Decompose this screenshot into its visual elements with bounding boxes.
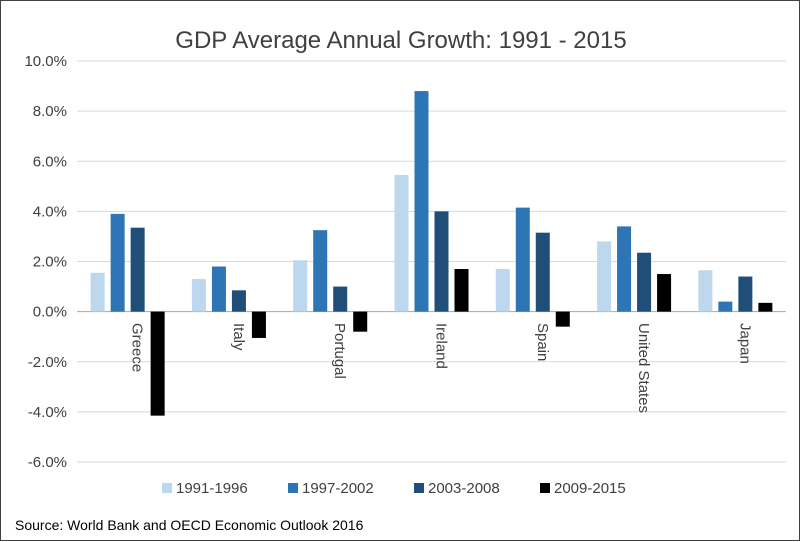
category-label: Greece [129, 323, 146, 372]
bar-1991-1996 [597, 241, 612, 312]
legend-label: 2009-2015 [554, 480, 626, 497]
bar-1997-2002 [414, 91, 429, 312]
bar-2009-2015 [454, 269, 469, 312]
bar-2009-2015 [150, 311, 165, 416]
bar-1991-1996 [191, 279, 206, 312]
bar-2003-2008 [231, 290, 246, 312]
y-tick-label: 8.0% [33, 103, 67, 120]
legend-label: 1997-2002 [302, 480, 374, 497]
category-label: Japan [736, 323, 753, 364]
bar-2009-2015 [555, 311, 570, 327]
y-tick-label: 0.0% [33, 304, 67, 321]
legend-swatch [540, 483, 550, 493]
bar-1991-1996 [394, 175, 409, 312]
category-label: United States [635, 323, 652, 413]
bar-2009-2015 [657, 274, 672, 312]
bar-2003-2008 [738, 276, 753, 312]
bar-2003-2008 [535, 232, 550, 312]
y-tick-label: -4.0% [28, 404, 67, 421]
gridlines [77, 60, 786, 463]
bar-1997-2002 [110, 213, 125, 312]
category-label: Italy [230, 323, 247, 351]
bar-2009-2015 [353, 311, 368, 332]
bar-1997-2002 [515, 207, 530, 312]
legend-label: 1991-1996 [176, 480, 248, 497]
bar-1997-2002 [313, 230, 328, 312]
y-tick-label: -6.0% [28, 454, 67, 471]
y-tick-label: 2.0% [33, 254, 67, 271]
category-label: Ireland [433, 323, 450, 369]
bar-2003-2008 [434, 211, 449, 312]
chart-title: GDP Average Annual Growth: 1991 - 2015 [175, 27, 626, 54]
category-labels: Greece Italy Portugal Ireland Spain United St… [129, 323, 754, 413]
y-tick-label: 4.0% [33, 203, 67, 220]
legend: 1991-1996 1997-2002 2003-2008 2009-2015 [162, 480, 626, 497]
y-tick-label: -2.0% [28, 354, 67, 371]
bar-2009-2015 [251, 311, 266, 338]
bar-2003-2008 [333, 286, 348, 312]
legend-swatch [288, 483, 298, 493]
bars [90, 91, 773, 416]
category-label: Spain [534, 323, 551, 361]
category-label: Portugal [331, 323, 348, 379]
bar-1997-2002 [617, 226, 632, 312]
bar-1991-1996 [90, 272, 105, 312]
bar-1991-1996 [698, 270, 713, 312]
bar-1991-1996 [495, 269, 510, 312]
y-tick-label: 10.0% [24, 53, 67, 70]
legend-swatch [414, 483, 424, 493]
y-axis: 10.0% 8.0% 6.0% 4.0% 2.0% 0.0% -2.0% -4.0% -6.0% [24, 53, 67, 471]
legend-label: 2003-2008 [428, 480, 500, 497]
source-note: Source: World Bank and OECD Economic Out… [15, 517, 364, 533]
bar-1997-2002 [211, 266, 226, 312]
legend-swatch [162, 483, 172, 493]
bar-2003-2008 [130, 227, 145, 312]
bar-2009-2015 [758, 302, 773, 312]
y-tick-label: 6.0% [33, 153, 67, 170]
bar-1991-1996 [293, 260, 308, 312]
bar-2003-2008 [637, 252, 652, 312]
bar-1997-2002 [718, 301, 733, 312]
